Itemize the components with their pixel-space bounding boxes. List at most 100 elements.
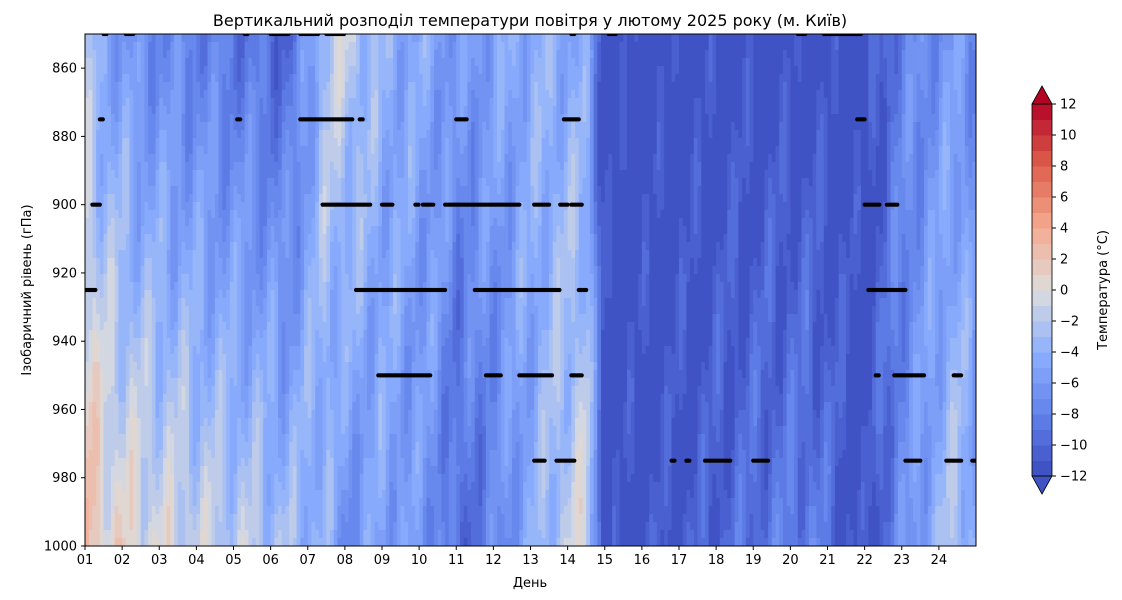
contour-cell <box>300 90 305 99</box>
contour-cell <box>344 58 350 67</box>
contour-cell <box>192 514 197 523</box>
contour-cell <box>344 162 350 171</box>
contour-cell <box>266 338 272 347</box>
contour-cell <box>348 482 353 491</box>
contour-cell <box>304 258 309 267</box>
contour-cell <box>363 338 368 347</box>
contour-cell <box>92 378 97 387</box>
contour-cell <box>248 226 253 235</box>
contour-cell <box>110 122 116 131</box>
contour-cell <box>274 426 279 435</box>
contour-cell <box>341 154 346 163</box>
contour-cell <box>129 282 134 291</box>
contour-cell <box>148 450 153 459</box>
contour-cell <box>211 378 216 387</box>
contour-cell <box>252 338 257 347</box>
contour-cell <box>203 386 209 395</box>
contour-cell <box>289 538 294 546</box>
contour-cell <box>140 490 145 499</box>
contour-cell <box>318 34 324 43</box>
contour-cell <box>348 218 353 227</box>
contour-cell <box>318 338 324 347</box>
contour-cell <box>118 402 123 411</box>
contour-cell <box>155 346 160 355</box>
contour-cell <box>85 42 90 51</box>
contour-cell <box>226 234 231 243</box>
contour-cell <box>136 226 142 235</box>
contour-cell <box>281 434 287 443</box>
contour-cell <box>103 234 108 243</box>
contour-cell <box>96 322 101 331</box>
contour-cell <box>307 202 313 211</box>
contour-cell <box>114 442 120 451</box>
contour-cell <box>255 466 261 475</box>
contour-cell <box>333 386 339 395</box>
contour-cell <box>222 370 227 379</box>
contour-cell <box>263 162 268 171</box>
contour-cell <box>296 66 301 75</box>
contour-cell <box>181 442 186 451</box>
contour-cell <box>233 354 238 363</box>
contour-cell <box>200 250 205 259</box>
contour-cell <box>315 386 320 395</box>
contour-cell <box>162 218 168 227</box>
contour-cell <box>110 450 116 459</box>
contour-cell <box>274 346 279 355</box>
contour-cell <box>322 250 327 259</box>
contour-cell <box>133 434 138 443</box>
contour-cell <box>248 418 253 427</box>
contour-cell <box>129 378 134 387</box>
contour-cell <box>88 114 94 123</box>
contour-cell <box>136 322 142 331</box>
contour-cell <box>203 162 209 171</box>
contour-cell <box>88 474 94 483</box>
contour-cell <box>211 74 216 83</box>
contour-cell <box>185 282 190 291</box>
contour-cell <box>155 410 160 419</box>
contour-cell <box>125 274 131 283</box>
contour-cell <box>218 130 223 139</box>
contour-cell <box>222 514 227 523</box>
contour-cell <box>296 194 301 203</box>
contour-cell <box>285 178 290 187</box>
contour-cell <box>151 410 157 419</box>
contour-cell <box>330 210 335 219</box>
contour-cell <box>96 426 101 435</box>
contour-cell <box>110 410 116 419</box>
contour-cell <box>188 194 194 203</box>
contour-cell <box>96 138 101 147</box>
contour-cell <box>155 466 160 475</box>
contour-cell <box>107 194 112 203</box>
contour-cell <box>196 466 201 475</box>
contour-cell <box>207 74 212 83</box>
contour-cell <box>159 178 164 187</box>
contour-cell <box>188 106 194 115</box>
contour-cell <box>107 274 112 283</box>
contour-cell <box>285 442 290 451</box>
contour-cell <box>148 394 153 403</box>
contour-cell <box>125 154 131 163</box>
contour-cell <box>352 466 357 475</box>
contour-cell <box>363 506 368 515</box>
contour-cell <box>341 162 346 171</box>
contour-cell <box>185 218 190 227</box>
contour-cell <box>281 58 287 67</box>
contour-cell <box>181 34 186 43</box>
contour-cell <box>233 418 238 427</box>
contour-cell <box>296 530 301 539</box>
contour-cell <box>300 498 305 507</box>
contour-cell <box>252 74 257 83</box>
contour-cell <box>203 106 209 115</box>
contour-cell <box>174 234 179 243</box>
contour-cell <box>96 522 101 531</box>
contour-cell <box>207 250 212 259</box>
contour-cell <box>92 458 97 467</box>
contour-cell <box>252 514 257 523</box>
contour-cell <box>248 506 253 515</box>
contour-cell <box>151 450 157 459</box>
contour-cell <box>307 354 313 363</box>
contour-cell <box>337 178 342 187</box>
contour-cell <box>281 210 287 219</box>
contour-cell <box>159 90 164 99</box>
contour-cell <box>344 346 350 355</box>
